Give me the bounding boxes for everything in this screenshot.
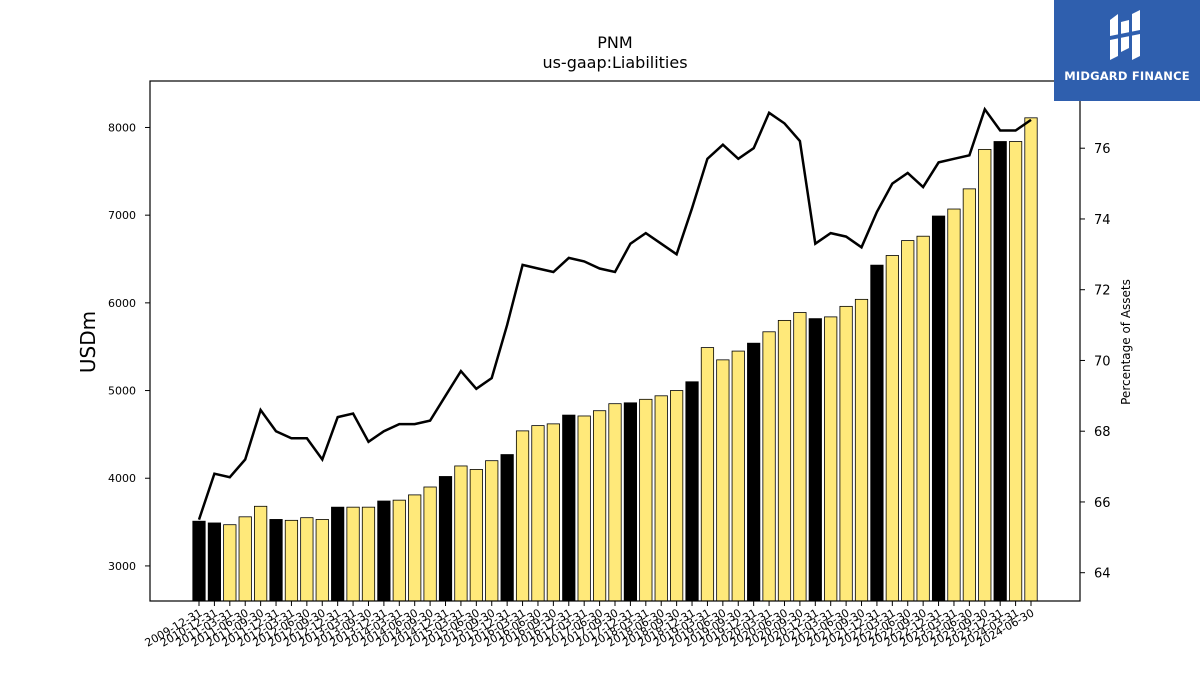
bar: [269, 519, 283, 602]
bar: [1008, 141, 1023, 602]
bar: [731, 350, 745, 602]
bar: [916, 235, 930, 602]
bar: [716, 359, 730, 602]
y-tick-label: 6000: [108, 297, 136, 310]
line-series: [197, 106, 1032, 520]
bar: [254, 505, 268, 602]
bar: [670, 390, 684, 602]
chart-subtitle: us-gaap:Liabilities: [542, 53, 687, 72]
bar: [762, 331, 776, 602]
percentage-line: [197, 106, 1032, 520]
chart-title: PNM: [597, 33, 632, 52]
bar: [824, 316, 838, 602]
y-tick-label: 5000: [108, 385, 136, 398]
bar: [870, 264, 884, 602]
y-tick-label: 3000: [108, 560, 136, 573]
bar: [485, 460, 499, 602]
bar: [623, 402, 638, 602]
bar: [1024, 117, 1038, 602]
bar: [947, 208, 961, 602]
bar: [562, 414, 576, 602]
bar: [284, 519, 299, 602]
x-axis: 2009-12-312010-12-312011-03-312011-06-30…: [143, 601, 1037, 650]
bar: [238, 516, 252, 602]
y2-tick-label: 72: [1094, 284, 1111, 299]
bar: [639, 398, 653, 602]
bar: [608, 403, 622, 602]
logo-mark-icon: [1110, 10, 1140, 60]
bar: [685, 381, 699, 602]
bar: [901, 240, 915, 602]
y-tick-label: 7000: [108, 209, 136, 222]
bar: [993, 141, 1007, 602]
bar: [469, 469, 483, 602]
y-axis-label: USDm: [76, 311, 100, 373]
bar: [315, 519, 329, 602]
y2-tick-label: 68: [1094, 425, 1111, 440]
bar: [700, 347, 715, 602]
bar: [839, 305, 853, 602]
y2-tick-label: 70: [1094, 354, 1111, 369]
bar: [978, 148, 992, 602]
y2-tick-label: 76: [1094, 142, 1111, 157]
bar: [346, 506, 360, 602]
bar: [546, 423, 560, 602]
bar: [361, 506, 376, 602]
bar: [777, 319, 792, 602]
left-axis: 3000 4000 5000 6000 7000 8000: [108, 121, 150, 573]
bar: [793, 312, 807, 602]
bar: [885, 255, 899, 602]
bar: [931, 215, 946, 602]
y2-tick-label: 66: [1094, 496, 1111, 511]
bar: [331, 506, 345, 602]
y-tick-label: 8000: [108, 121, 136, 134]
bar: [377, 500, 391, 602]
bar: [808, 318, 822, 602]
bar: [408, 494, 422, 602]
bar: [438, 476, 453, 602]
bar: [654, 395, 668, 602]
y2-tick-label: 74: [1094, 213, 1111, 228]
bar: [962, 188, 976, 602]
bar-series: [192, 117, 1038, 602]
bar: [192, 520, 206, 602]
bar: [207, 522, 222, 602]
brand-logo: MIDGARD FINANCE: [1054, 0, 1200, 101]
bar: [300, 517, 314, 602]
logo-text: MIDGARD FINANCE: [1064, 69, 1190, 83]
right-axis: 64 66 68 70 72 74 76: [1080, 142, 1111, 582]
bar: [500, 454, 514, 602]
bar: [515, 430, 530, 602]
y-tick-label: 4000: [108, 472, 136, 485]
y2-tick-label: 64: [1094, 567, 1111, 582]
bar: [223, 524, 237, 602]
bar: [747, 342, 761, 602]
bar: [392, 499, 406, 602]
bar: [577, 415, 591, 602]
y2-axis-label: Percentage of Assets: [1119, 279, 1133, 405]
bar: [592, 410, 607, 602]
bar: [454, 465, 468, 602]
bar: [423, 486, 437, 602]
bar: [854, 298, 869, 602]
bar: [531, 425, 545, 602]
